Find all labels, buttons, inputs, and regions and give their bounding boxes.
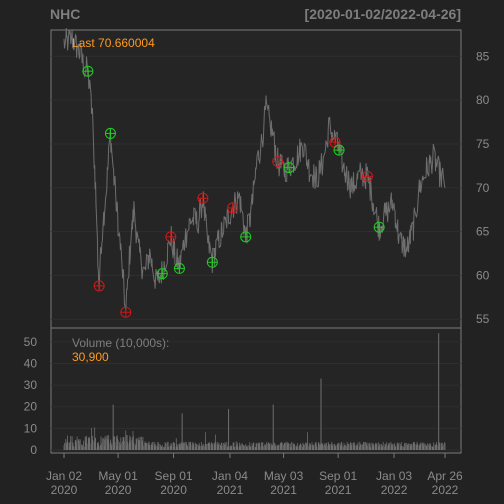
price-y-tick-label: 70 xyxy=(476,181,490,195)
x-tick-label: Jan 03 xyxy=(376,469,412,483)
x-tick-year: 2021 xyxy=(217,483,244,497)
volume-y-tick-label: 30 xyxy=(24,378,38,392)
x-tick-year: 2022 xyxy=(381,483,408,497)
buy-signal-marker xyxy=(283,162,295,174)
x-tick-label: Apr 26 xyxy=(427,469,463,483)
x-tick-label: Sep 01 xyxy=(155,469,193,483)
price-y-tick-label: 85 xyxy=(476,49,490,63)
sell-signal-marker xyxy=(329,136,341,148)
sell-signal-marker xyxy=(227,202,239,214)
volume-y-axis: 0 10 20 30 40 50 xyxy=(24,335,38,457)
volume-y-tick-label: 40 xyxy=(24,356,38,370)
price-series-line xyxy=(63,27,446,311)
volume-legend-value: 30,900 xyxy=(72,350,109,364)
price-y-tick-label: 75 xyxy=(476,137,490,151)
volume-y-tick-label: 0 xyxy=(30,443,37,457)
sell-signal-marker xyxy=(272,155,284,167)
chart-date-range: [2020-01-02/2022-04-26] xyxy=(305,6,461,22)
sell-signal-marker xyxy=(197,192,209,204)
volume-y-tick-label: 50 xyxy=(24,335,38,349)
x-tick-year: 2021 xyxy=(325,483,352,497)
x-tick-year: 2020 xyxy=(105,483,132,497)
buy-signal-marker xyxy=(156,268,168,280)
sell-signal-marker xyxy=(165,231,177,243)
sell-signal-marker xyxy=(93,280,105,292)
buy-signal-marker xyxy=(104,127,116,139)
x-tick-year: 2020 xyxy=(160,483,187,497)
x-tick-label: Jan 02 xyxy=(46,469,82,483)
volume-panel-frame xyxy=(50,327,462,454)
volume-y-tick-label: 20 xyxy=(24,400,38,414)
signal-markers xyxy=(82,65,385,318)
buy-signal-marker xyxy=(333,144,345,156)
x-tick-year: 2020 xyxy=(51,483,78,497)
price-y-tick-label: 55 xyxy=(476,312,490,326)
buy-signal-marker xyxy=(173,262,185,274)
x-tick-label: May 03 xyxy=(264,469,304,483)
price-y-tick-label: 60 xyxy=(476,268,490,282)
volume-bars xyxy=(63,333,446,450)
x-tick-label: Sep 01 xyxy=(319,469,357,483)
x-tick-label: May 01 xyxy=(98,469,138,483)
volume-legend: Volume (10,000s): 30,900 xyxy=(72,336,169,364)
x-tick-label: Jan 04 xyxy=(212,469,248,483)
volume-legend-label: Volume (10,000s): xyxy=(72,336,169,350)
buy-signal-marker xyxy=(82,65,94,77)
sell-signal-marker xyxy=(120,306,132,318)
price-y-tick-label: 80 xyxy=(476,93,490,107)
price-panel-frame xyxy=(50,29,462,329)
chart-symbol: NHC xyxy=(50,6,80,22)
x-tick-year: 2022 xyxy=(432,483,459,497)
buy-signal-marker xyxy=(240,231,252,243)
price-legend: Last 70.660004 xyxy=(72,36,155,50)
buy-signal-marker xyxy=(373,221,385,233)
volume-y-tick-label: 10 xyxy=(24,421,38,435)
price-gridlines xyxy=(51,55,461,320)
price-legend-label: Last 70.660004 xyxy=(72,36,155,50)
x-tick-year: 2021 xyxy=(270,483,297,497)
price-y-tick-label: 65 xyxy=(476,225,490,239)
price-y-axis: 55 60 65 70 75 80 85 xyxy=(476,49,490,326)
buy-signal-marker xyxy=(206,256,218,268)
sell-signal-marker xyxy=(361,170,373,182)
